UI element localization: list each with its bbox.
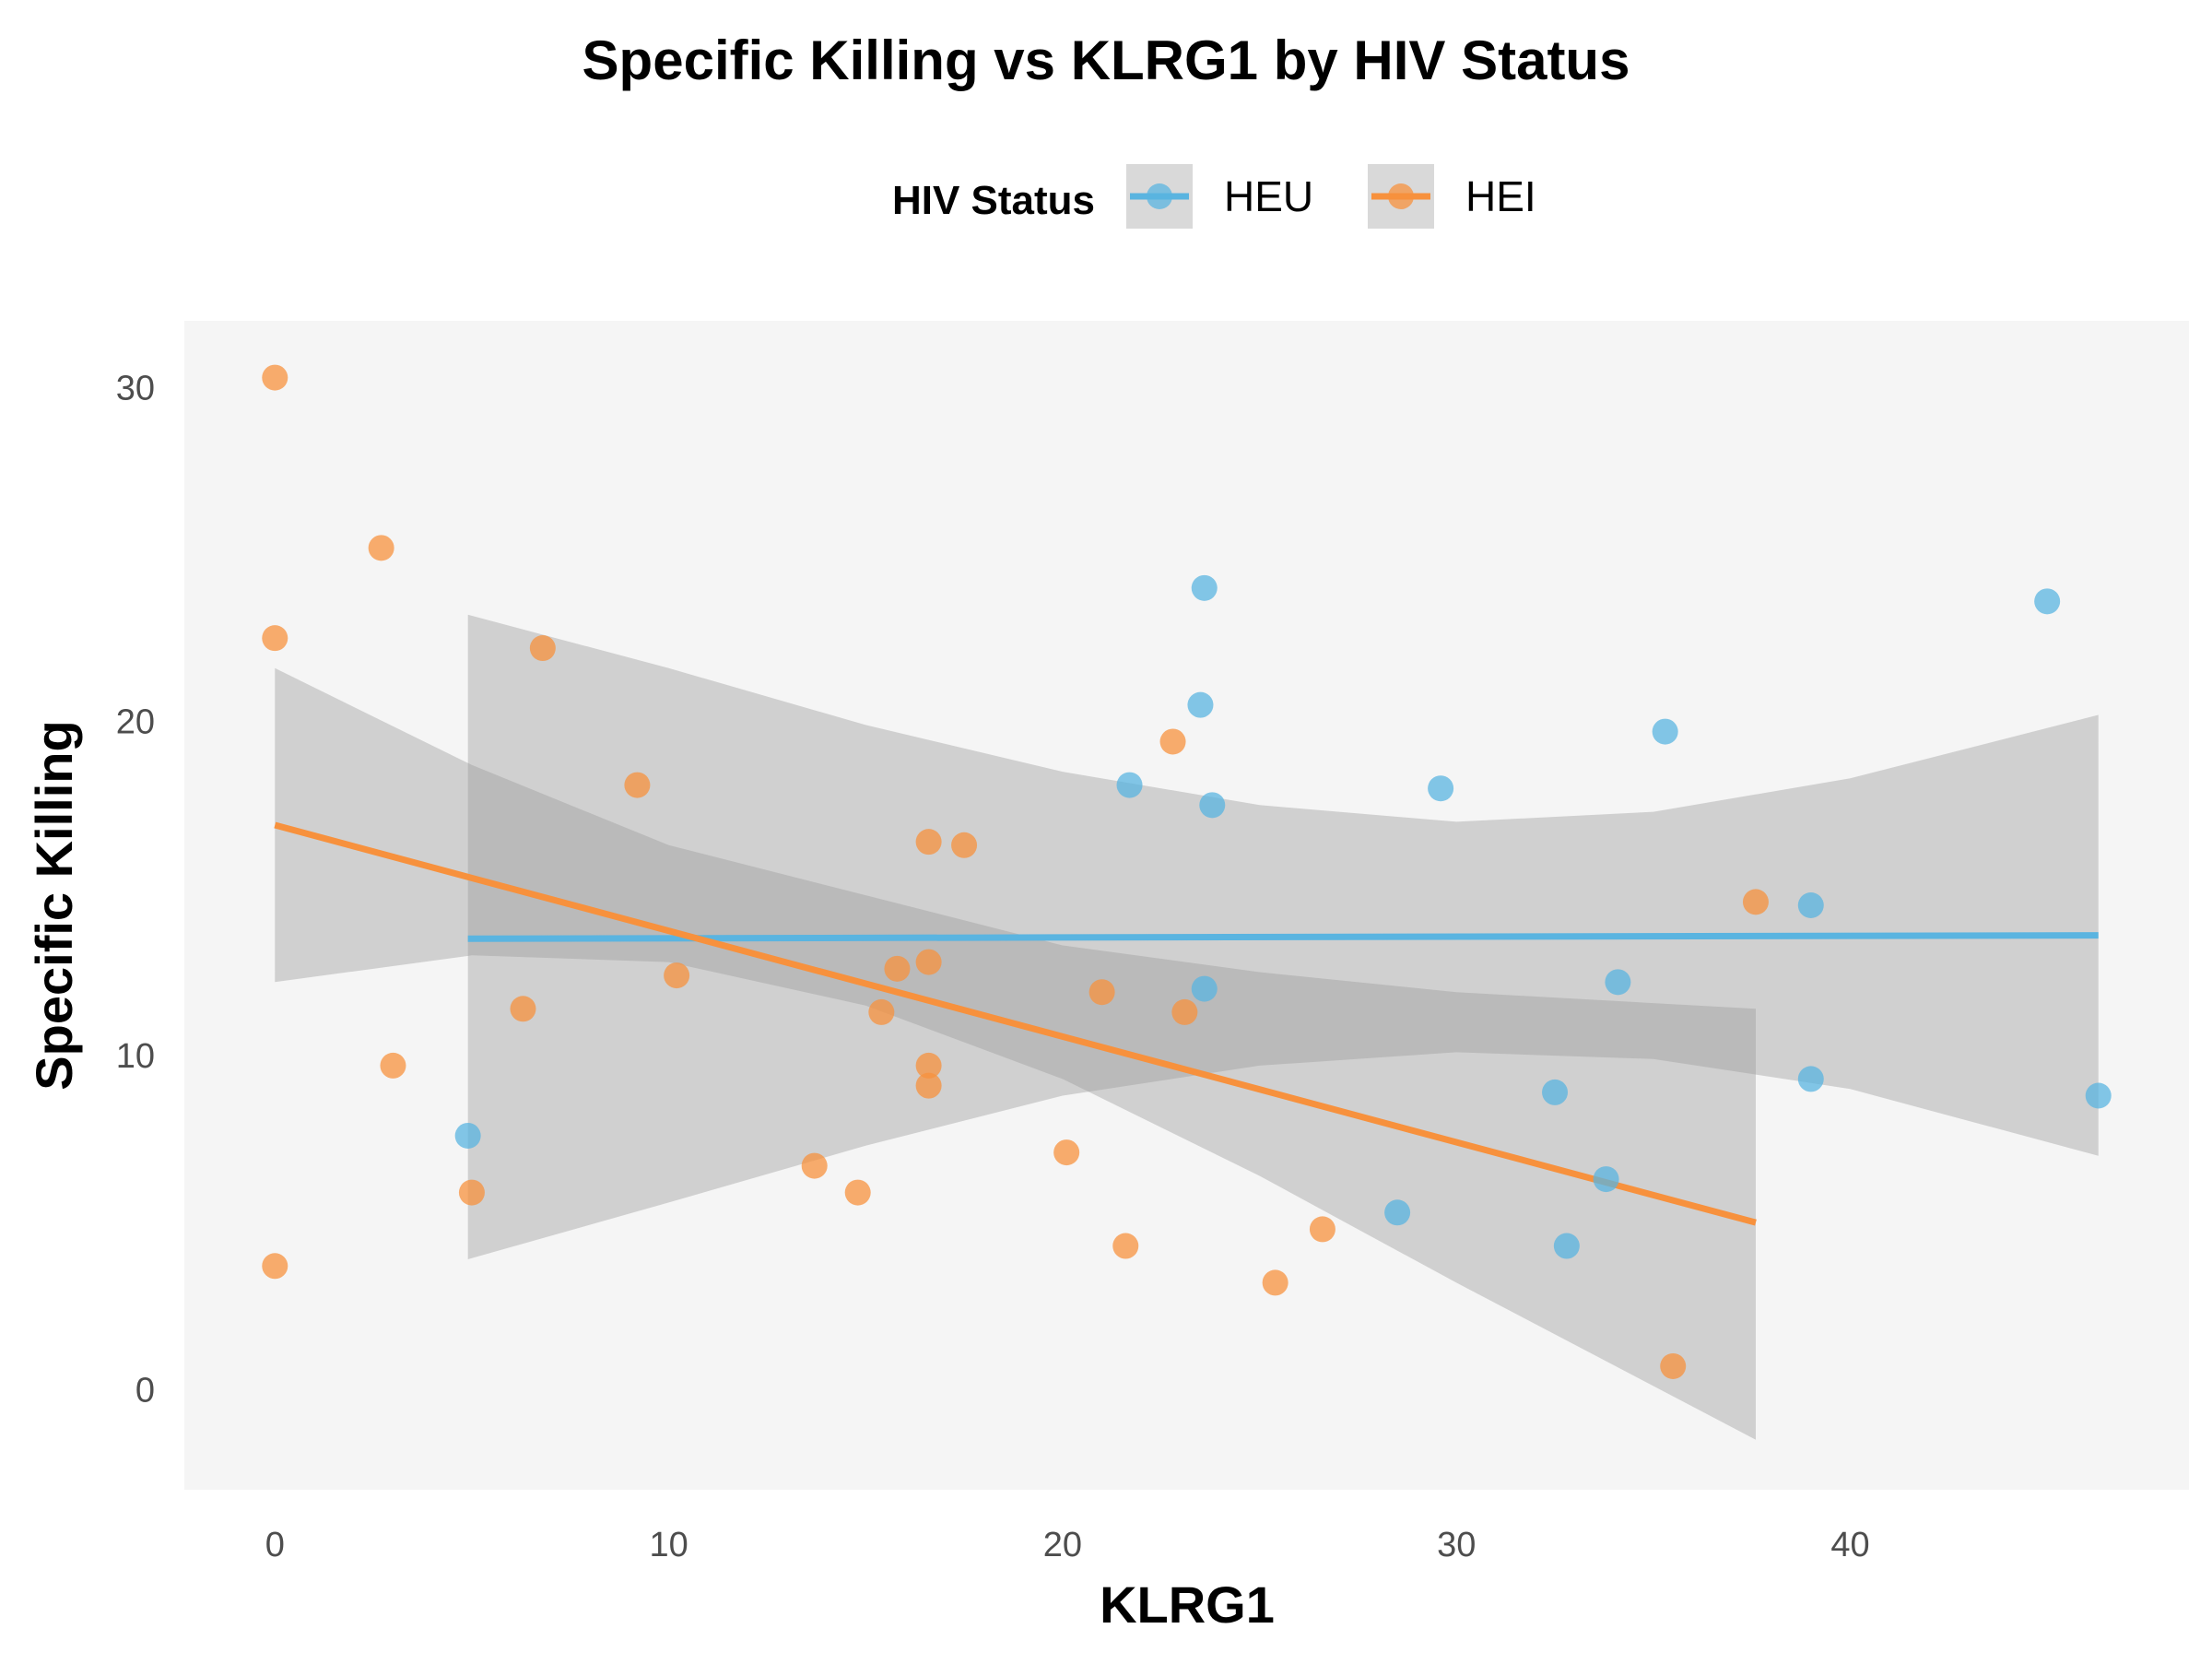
point-heu xyxy=(1542,1079,1569,1105)
point-heu xyxy=(1797,1066,1824,1092)
point-hei xyxy=(1171,998,1198,1025)
point-hei xyxy=(368,535,394,561)
point-hei xyxy=(510,996,536,1022)
point-heu xyxy=(1605,969,1631,996)
x-tick-label: 20 xyxy=(1043,1526,1082,1564)
x-axis-title: KLRG1 xyxy=(1100,1575,1275,1634)
point-hei xyxy=(262,625,288,652)
point-hei xyxy=(915,1072,942,1099)
point-heu xyxy=(454,1122,481,1149)
point-heu xyxy=(1191,975,1218,1002)
point-heu xyxy=(1199,792,1226,819)
point-hei xyxy=(380,1052,406,1079)
point-hei xyxy=(262,364,288,391)
y-tick-label: 30 xyxy=(116,369,155,407)
point-heu xyxy=(1652,718,1678,745)
x-tick-label: 40 xyxy=(1830,1526,1869,1564)
x-tick-label: 0 xyxy=(265,1526,285,1564)
point-hei xyxy=(801,1152,828,1179)
point-hei xyxy=(1088,979,1115,1006)
y-tick-label: 20 xyxy=(116,703,155,742)
point-heu xyxy=(1797,892,1824,918)
point-heu xyxy=(1384,1199,1411,1226)
legend-item-heu: HEU xyxy=(1126,164,1313,229)
legend-title: HIV Status xyxy=(892,178,1095,223)
legend-key-point xyxy=(1147,183,1172,209)
point-hei xyxy=(868,998,895,1025)
point-hei xyxy=(844,1179,871,1206)
point-hei xyxy=(1053,1139,1080,1166)
plot-panel xyxy=(184,321,2189,1490)
chart-title: Specific Killing vs KLRG1 by HIV Status xyxy=(582,30,1630,91)
point-heu xyxy=(1428,775,1454,802)
legend-label: HEU xyxy=(1224,172,1313,220)
point-hei xyxy=(664,962,690,989)
point-hei xyxy=(1309,1216,1335,1243)
point-hei xyxy=(1159,728,1186,755)
point-hei xyxy=(915,949,942,975)
point-heu xyxy=(1593,1166,1619,1193)
point-heu xyxy=(1116,772,1143,798)
trend-line-heu xyxy=(467,932,2099,942)
point-hei xyxy=(624,772,651,798)
point-hei xyxy=(1660,1352,1687,1379)
y-axis-ticks: 0 10 20 30 xyxy=(116,369,155,1410)
point-hei xyxy=(915,829,942,856)
point-heu xyxy=(2085,1082,2112,1109)
x-axis-ticks: 0 10 20 30 40 xyxy=(265,1526,1870,1564)
point-hei xyxy=(915,1052,942,1079)
point-hei xyxy=(529,635,556,662)
point-hei xyxy=(1742,889,1769,915)
point-hei xyxy=(1112,1233,1139,1259)
point-heu xyxy=(1187,691,1214,718)
legend: HIV Status HEU HEI xyxy=(892,164,1536,229)
point-hei xyxy=(951,832,978,858)
point-hei xyxy=(884,955,911,982)
y-axis-title: Specific Killing xyxy=(25,720,83,1090)
x-tick-label: 10 xyxy=(649,1526,688,1564)
point-heu xyxy=(1191,574,1218,601)
x-tick-label: 30 xyxy=(1437,1526,1476,1564)
point-hei xyxy=(1262,1269,1288,1296)
confidence-band-hei xyxy=(275,667,1756,1440)
point-heu xyxy=(2034,588,2061,615)
legend-label: HEI xyxy=(1465,172,1536,220)
y-tick-label: 10 xyxy=(116,1037,155,1076)
point-heu xyxy=(1553,1233,1580,1259)
point-hei xyxy=(262,1253,288,1280)
point-hei xyxy=(458,1179,485,1206)
legend-key-point xyxy=(1388,183,1414,209)
trend-line-hei xyxy=(274,821,1757,1226)
y-tick-label: 0 xyxy=(135,1371,155,1410)
legend-item-hei: HEI xyxy=(1368,164,1536,229)
